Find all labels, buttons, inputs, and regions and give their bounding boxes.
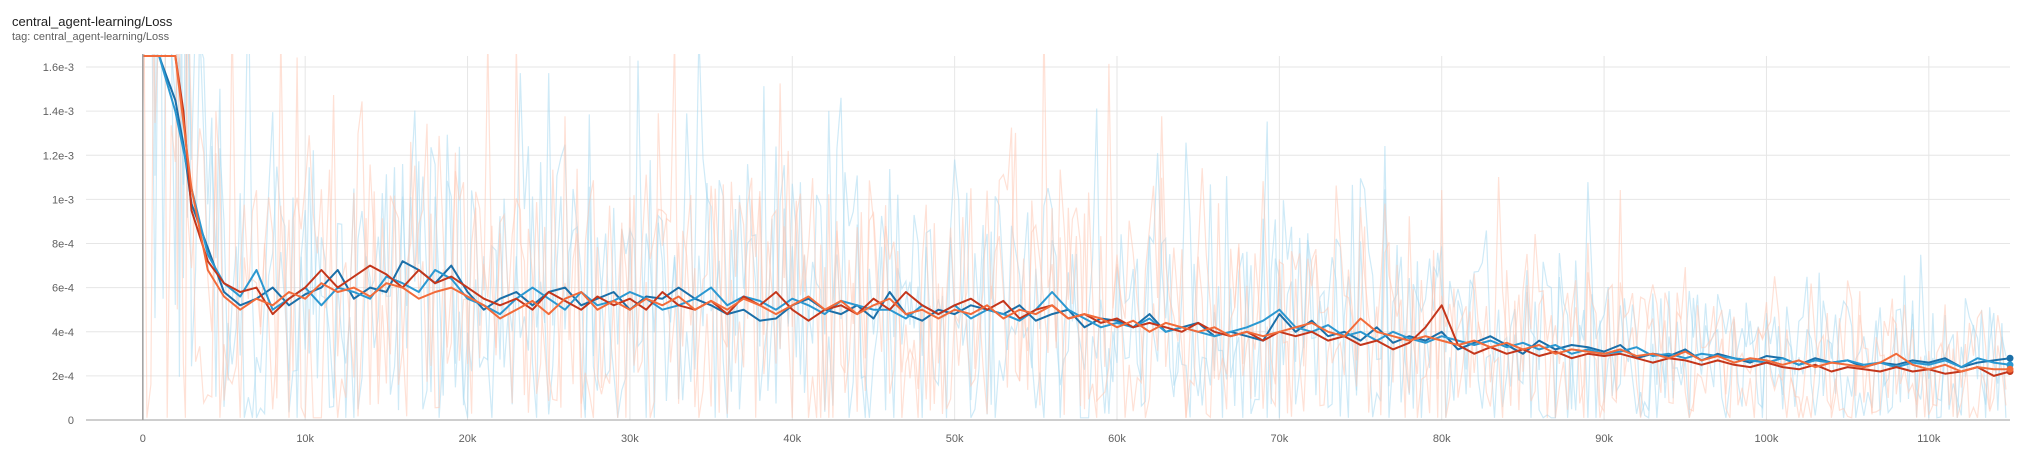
series-line-3[interactable] bbox=[142, 55, 2010, 377]
raw-series-line bbox=[142, 54, 2007, 419]
card-header: central_agent-learning/Loss tag: central… bbox=[12, 14, 172, 44]
y-tick-label: 8e-4 bbox=[52, 239, 74, 251]
raw-series-layer bbox=[142, 54, 2007, 419]
x-tick-label: 110k bbox=[1917, 433, 1941, 445]
axes bbox=[86, 54, 2010, 421]
series-line-4[interactable] bbox=[142, 55, 2010, 373]
x-tick-label: 100k bbox=[1755, 433, 1779, 445]
raw-series-line bbox=[153, 54, 2007, 419]
x-tick-labels: 0 10k 20k 30k 40k 50k 60k 70k 80k 90k 100k 110k bbox=[140, 433, 1941, 445]
y-tick-label: 4e-4 bbox=[52, 327, 74, 339]
y-tick-label: 2e-4 bbox=[52, 371, 74, 383]
smoothed-series-layer bbox=[142, 55, 2010, 377]
x-tick-label: 60k bbox=[1108, 433, 1126, 445]
series-end-marker-4 bbox=[2006, 365, 2014, 373]
chart-tag: tag: central_agent-learning/Loss bbox=[12, 31, 170, 43]
grid-lines bbox=[86, 56, 2010, 421]
x-tick-label: 90k bbox=[1595, 433, 1613, 445]
raw-series-line bbox=[143, 54, 2007, 419]
y-tick-label: 1.2e-3 bbox=[43, 150, 74, 162]
x-tick-label: 40k bbox=[783, 433, 801, 445]
y-tick-label: 0 bbox=[68, 415, 74, 427]
y-tick-label: 1e-3 bbox=[52, 194, 74, 206]
y-tick-label: 1.6e-3 bbox=[43, 62, 74, 74]
series-end-markers bbox=[2006, 354, 2014, 375]
x-tick-label: 10k bbox=[296, 433, 314, 445]
y-tick-label: 6e-4 bbox=[52, 283, 74, 295]
series-line-2[interactable] bbox=[142, 55, 2010, 369]
x-tick-label: 50k bbox=[946, 433, 964, 445]
x-tick-label: 30k bbox=[621, 433, 639, 445]
x-tick-label: 0 bbox=[140, 433, 146, 445]
x-tick-label: 70k bbox=[1270, 433, 1288, 445]
x-tick-label: 20k bbox=[459, 433, 477, 445]
x-tick-label: 80k bbox=[1433, 433, 1451, 445]
series-end-marker-1 bbox=[2006, 354, 2014, 362]
y-tick-labels: 0 2e-4 4e-4 6e-4 8e-4 1e-3 1.2e-3 1.4e-3 1.6e-3 bbox=[43, 62, 74, 427]
chart-title: central_agent-learning/Loss bbox=[12, 14, 173, 29]
y-tick-label: 1.4e-3 bbox=[43, 106, 74, 118]
